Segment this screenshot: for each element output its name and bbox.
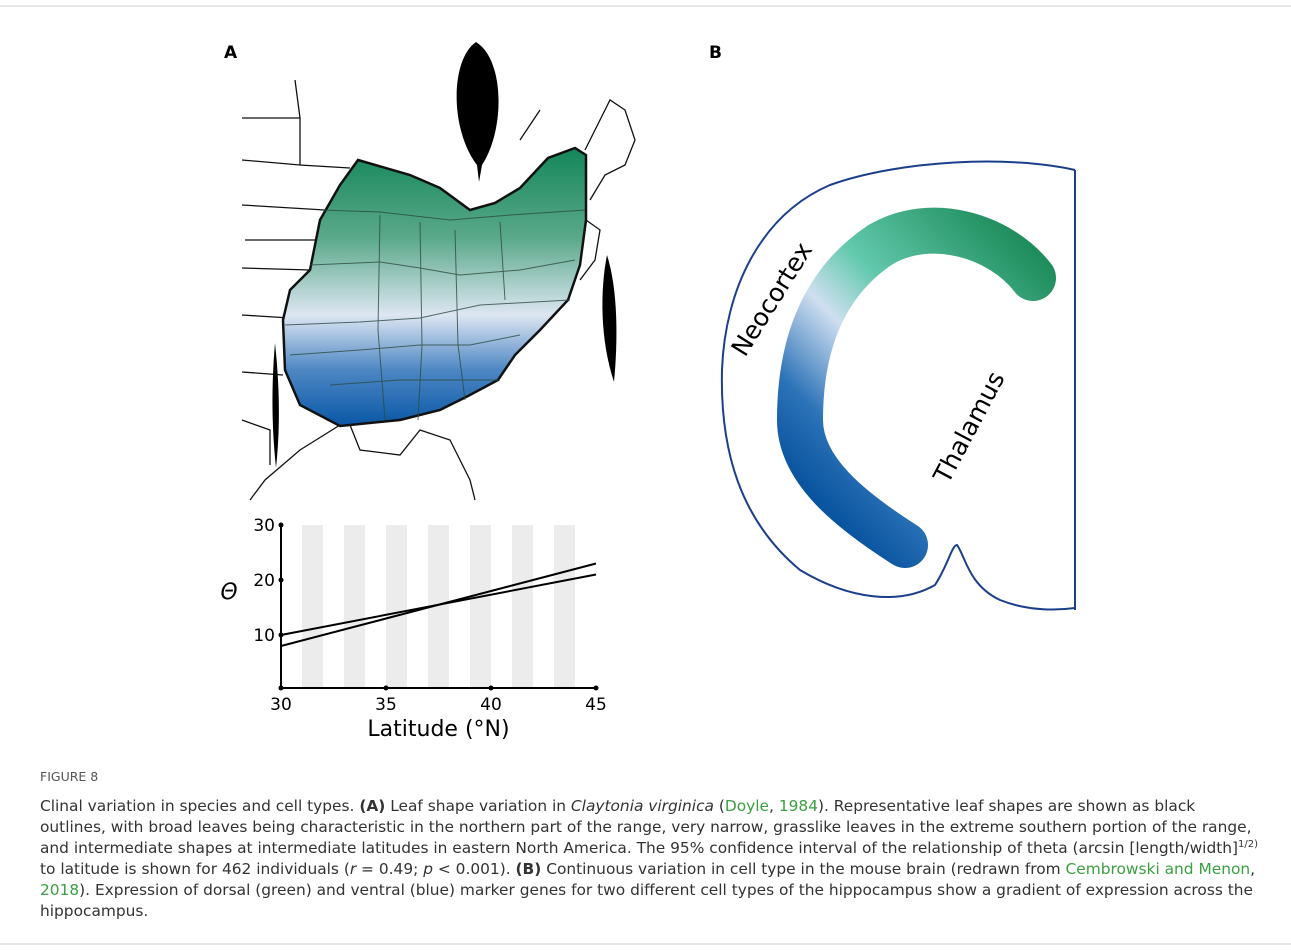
- page: A B Neocortex Thalamus 10203030354045Lat…: [0, 0, 1291, 951]
- caption: FIGURE 8 Clinal variation in species and…: [40, 766, 1265, 922]
- x-tick: [594, 686, 599, 691]
- leaf-broad: [457, 42, 499, 182]
- x-tick: [489, 686, 494, 691]
- background-band: [302, 525, 323, 688]
- caption-part: p: [423, 860, 433, 878]
- y-axis-label: Θ: [220, 580, 237, 605]
- caption-part: Continuous variation in cell type in the…: [541, 860, 1065, 878]
- caption-part: Claytonia virginica: [571, 797, 714, 815]
- y-tick-label: 10: [253, 626, 275, 646]
- y-tick-label: 20: [253, 571, 275, 591]
- background-band: [470, 525, 491, 688]
- caption-part[interactable]: 1984: [779, 797, 818, 815]
- background-band: [344, 525, 365, 688]
- panel-label: A: [224, 43, 238, 63]
- x-tick-label: 30: [270, 695, 292, 715]
- x-tick-label: 35: [375, 695, 397, 715]
- y-tick: [279, 523, 284, 528]
- caption-part: 1/2): [1238, 839, 1258, 850]
- caption-part[interactable]: 2018: [40, 881, 79, 899]
- caption-part: ,: [1250, 860, 1255, 878]
- x-tick: [279, 686, 284, 691]
- background-band: [512, 525, 533, 688]
- leaf-narrow: [272, 343, 278, 468]
- background-band: [386, 525, 407, 688]
- species-range: [283, 148, 586, 426]
- y-tick: [279, 578, 284, 583]
- x-tick-label: 40: [480, 695, 502, 715]
- y-tick-label: 30: [253, 516, 275, 536]
- background-band: [554, 525, 575, 688]
- caption-part: (A): [359, 797, 385, 815]
- caption-part: = 0.49;: [356, 860, 423, 878]
- caption-part: Clinal variation in species and cell typ…: [40, 797, 359, 815]
- figure-label: FIGURE 8: [40, 766, 1265, 787]
- caption-text: Clinal variation in species and cell typ…: [40, 796, 1265, 922]
- caption-part: < 0.001).: [433, 860, 516, 878]
- x-tick: [384, 686, 389, 691]
- x-axis-label: Latitude (°N): [367, 717, 509, 742]
- caption-part: Leaf shape variation in: [385, 797, 571, 815]
- caption-part[interactable]: Doyle: [725, 797, 769, 815]
- caption-part: ). Expression of dorsal (green) and vent…: [40, 881, 1253, 920]
- caption-part: to latitude is shown for 462 individuals…: [40, 860, 350, 878]
- chart: 10 20 30 30 35 40 45 Latitude (°N) Θ: [220, 516, 606, 742]
- caption-part: (B): [516, 860, 542, 878]
- caption-part: (: [714, 797, 725, 815]
- caption-part: ,: [769, 797, 779, 815]
- leaf-intermediate: [602, 255, 616, 382]
- caption-part[interactable]: Cembrowski and Menon: [1066, 860, 1251, 878]
- x-tick-label: 45: [585, 695, 607, 715]
- panel-label: B: [709, 43, 722, 63]
- region-label: Thalamus: [927, 367, 1010, 489]
